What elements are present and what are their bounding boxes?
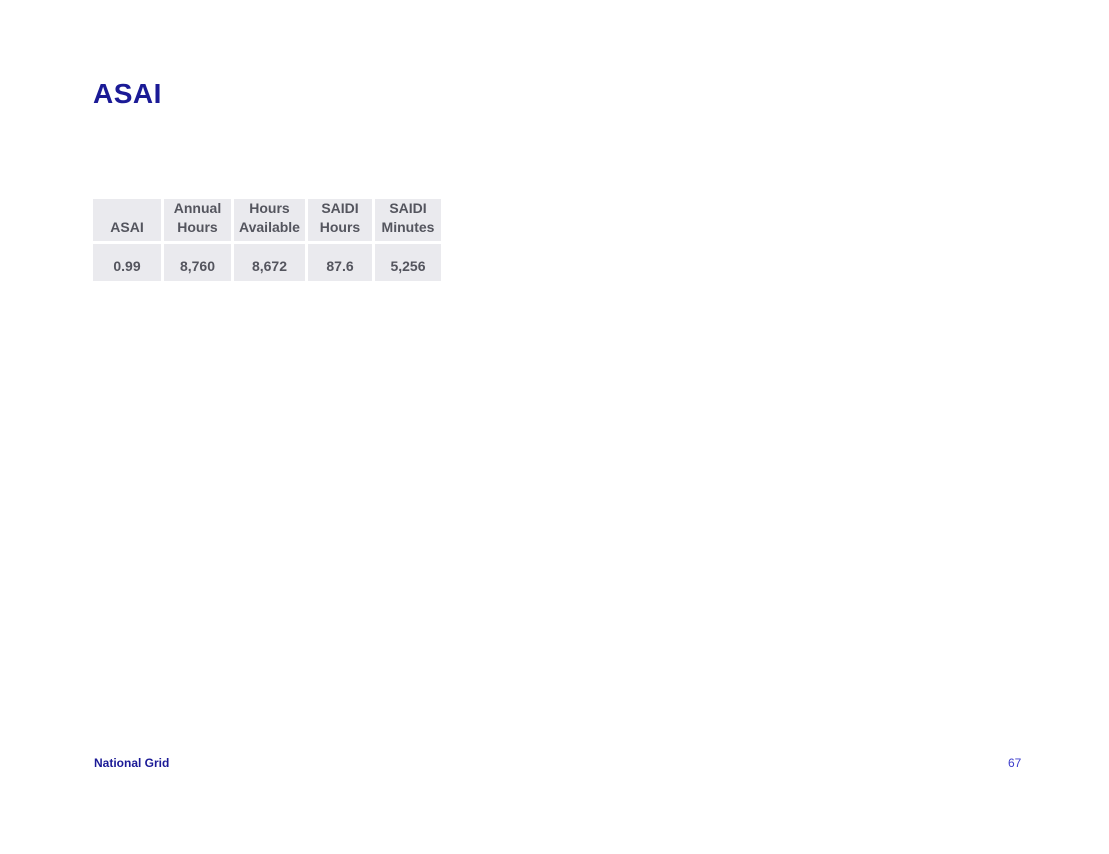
asai-metrics-table: ASAI Annual Hours Hours Available SAIDI … xyxy=(93,199,441,281)
header-cell-saidi-minutes: SAIDI Minutes xyxy=(375,199,441,241)
header-cell-asai: ASAI xyxy=(93,199,161,241)
value-cell-saidi-hours: 87.6 xyxy=(308,244,372,281)
footer-page-number: 67 xyxy=(1008,756,1022,770)
value-cell-annual-hours: 8,760 xyxy=(164,244,231,281)
value-cell-asai: 0.99 xyxy=(93,244,161,281)
page-title: ASAI xyxy=(93,78,162,109)
header-cell-hours-available: Hours Available xyxy=(234,199,305,241)
footer-brand-national-grid: National Grid xyxy=(94,756,170,770)
header-cell-saidi-hours: SAIDI Hours xyxy=(308,199,372,241)
value-cell-hours-available: 8,672 xyxy=(234,244,305,281)
value-cell-saidi-minutes: 5,256 xyxy=(375,244,441,281)
header-cell-annual-hours: Annual Hours xyxy=(164,199,231,241)
